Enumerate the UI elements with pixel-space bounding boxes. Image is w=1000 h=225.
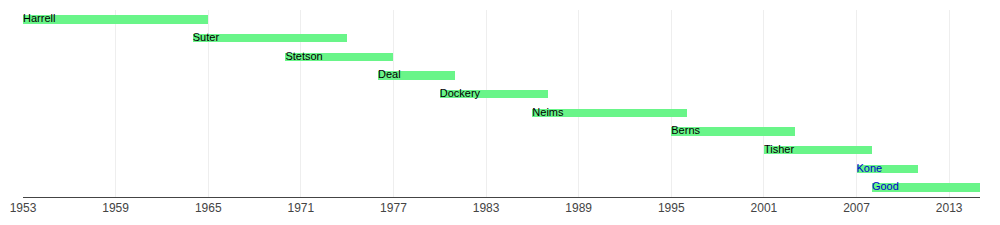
- svg-text:1989: 1989: [565, 201, 592, 215]
- svg-text:1971: 1971: [287, 201, 314, 215]
- svg-text:Dockery: Dockery: [440, 87, 481, 99]
- svg-text:Suter: Suter: [193, 31, 220, 43]
- svg-text:1995: 1995: [658, 201, 685, 215]
- svg-text:Neims: Neims: [532, 106, 564, 118]
- svg-text:1953: 1953: [10, 201, 37, 215]
- svg-text:1983: 1983: [473, 201, 500, 215]
- svg-text:Berns: Berns: [671, 124, 700, 136]
- svg-text:Tisher: Tisher: [764, 143, 794, 155]
- svg-text:Stetson: Stetson: [285, 50, 322, 62]
- svg-text:2007: 2007: [843, 201, 870, 215]
- svg-text:1965: 1965: [195, 201, 222, 215]
- svg-text:2013: 2013: [936, 201, 963, 215]
- svg-text:Deal: Deal: [378, 68, 401, 80]
- svg-text:1977: 1977: [380, 201, 407, 215]
- svg-text:Harrell: Harrell: [23, 12, 55, 24]
- svg-text:Kone: Kone: [857, 162, 883, 174]
- svg-text:Good: Good: [872, 180, 899, 192]
- svg-text:1959: 1959: [102, 201, 129, 215]
- svg-text:2001: 2001: [751, 201, 778, 215]
